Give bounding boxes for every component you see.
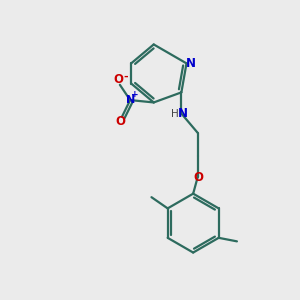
Text: H: H [171, 109, 179, 118]
Text: O: O [194, 171, 204, 184]
Text: O: O [113, 73, 123, 86]
Text: -: - [123, 71, 128, 82]
Text: +: + [131, 90, 138, 99]
Text: N: N [125, 95, 135, 105]
Text: O: O [116, 116, 125, 128]
Text: N: N [178, 107, 188, 120]
Text: N: N [186, 57, 196, 70]
